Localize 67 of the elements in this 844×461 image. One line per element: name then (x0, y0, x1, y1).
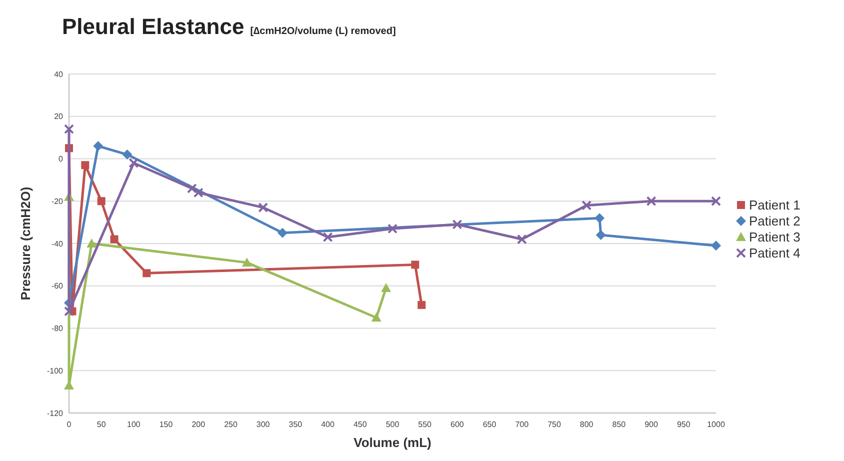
legend-label: Patient 3 (749, 230, 800, 245)
y-axis-title: Pressure (cmH2O) (18, 186, 33, 300)
point (81, 161, 90, 170)
point (452, 219, 462, 230)
point (582, 200, 592, 210)
point (193, 188, 204, 198)
x-axis-title: Volume (mL) (354, 435, 432, 450)
y-tick-label: 20 (54, 112, 64, 122)
x-tick-label: 850 (612, 420, 626, 429)
y-tick-label: -40 (51, 239, 64, 248)
chart-subtitle: [∆cmH2O/volume (L) removed] (250, 26, 396, 37)
legend-label: Patient 1 (749, 198, 800, 213)
point (388, 224, 398, 234)
x-tick-label: 400 (321, 420, 336, 429)
legend-label: Patient 4 (749, 246, 800, 261)
x-tick-label: 250 (224, 420, 238, 429)
y-tick-label: -80 (51, 324, 64, 334)
chart-title: Pleural Elastance (62, 14, 244, 39)
point (711, 240, 721, 251)
point (516, 234, 527, 244)
legend-label: Patient 2 (749, 214, 800, 229)
point (711, 196, 721, 206)
point (381, 282, 392, 292)
x-tick-label: 700 (515, 420, 530, 429)
point (411, 260, 420, 269)
point (418, 300, 426, 309)
point (128, 158, 139, 168)
x-tick-label: 50 (96, 420, 106, 429)
point (594, 213, 605, 224)
y-tick-label: -60 (51, 282, 64, 291)
x-tick-label: 750 (548, 420, 562, 429)
point (646, 196, 656, 206)
point (186, 183, 197, 194)
x-tick-label: 450 (353, 420, 368, 429)
point (278, 228, 288, 238)
y-tick-label: -120 (46, 408, 64, 418)
y-tick-label: 40 (54, 70, 64, 79)
point (258, 202, 268, 212)
point (86, 238, 97, 248)
point (242, 258, 252, 267)
y-tick-label: -20 (51, 196, 64, 206)
point (97, 197, 106, 206)
x-tick-label: 200 (192, 420, 206, 429)
point (322, 232, 333, 242)
y-tick-label: -100 (46, 366, 64, 376)
point (371, 312, 382, 322)
x-tick-label: 500 (386, 420, 400, 429)
x-tick-label: 100 (127, 420, 141, 429)
point (64, 306, 74, 316)
x-tick-label: 550 (418, 420, 432, 429)
x-tick-label: 350 (288, 420, 303, 429)
point (110, 235, 118, 244)
point (122, 150, 132, 160)
x-tick-label: 300 (256, 420, 270, 429)
x-tick-label: 1000 (707, 420, 726, 429)
point (93, 141, 104, 152)
x-tick-label: 0 (66, 420, 72, 429)
point (142, 269, 151, 278)
x-tick-label: 800 (580, 420, 594, 429)
x-tick-label: 150 (159, 420, 174, 429)
x-tick-label: 900 (644, 420, 659, 429)
point (596, 230, 606, 240)
y-tick-label: 0 (58, 154, 64, 164)
x-tick-label: 650 (482, 420, 497, 429)
x-tick-label: 950 (676, 420, 691, 429)
x-tick-label: 600 (450, 420, 464, 429)
point (64, 124, 74, 134)
